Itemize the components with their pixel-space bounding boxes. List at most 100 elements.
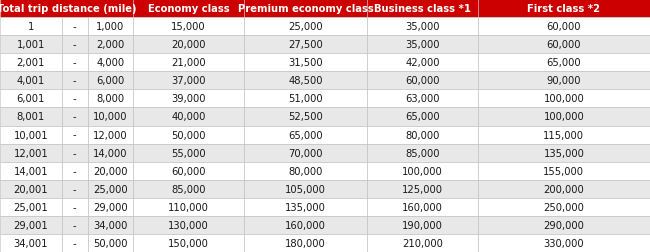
Bar [478,108,650,126]
Text: 14,001: 14,001 [14,166,48,176]
Text: 25,000: 25,000 [93,184,128,194]
Bar [88,36,133,54]
Text: 27,500: 27,500 [288,40,323,50]
Bar [88,126,133,144]
Text: 60,000: 60,000 [405,76,440,86]
Bar [0,72,62,90]
Bar [367,18,478,36]
Text: 125,000: 125,000 [402,184,443,194]
Bar [478,0,650,18]
Text: 20,000: 20,000 [171,40,206,50]
Bar [62,216,88,234]
Text: 80,000: 80,000 [406,130,439,140]
Bar [367,216,478,234]
Text: 6,001: 6,001 [17,94,45,104]
Text: 12,001: 12,001 [14,148,48,158]
Bar [88,18,133,36]
Text: 210,000: 210,000 [402,238,443,248]
Bar [367,234,478,252]
Bar [0,0,133,18]
Bar [0,126,62,144]
Bar [478,54,650,72]
Bar [133,0,244,18]
Bar [62,18,88,36]
Bar [478,180,650,198]
Bar [62,108,88,126]
Text: -: - [73,202,77,212]
Bar [478,90,650,108]
Bar [478,72,650,90]
Text: -: - [73,94,77,104]
Bar [367,90,478,108]
Text: 34,001: 34,001 [14,238,48,248]
Text: -: - [73,22,77,32]
Bar [88,162,133,180]
Text: -: - [73,238,77,248]
Bar [0,198,62,216]
Bar [62,162,88,180]
Bar [133,180,244,198]
Bar [367,36,478,54]
Text: 35,000: 35,000 [405,22,440,32]
Bar [244,108,367,126]
Text: 1: 1 [28,22,34,32]
Text: 110,000: 110,000 [168,202,209,212]
Text: -: - [73,148,77,158]
Bar [478,162,650,180]
Bar [133,72,244,90]
Text: 50,000: 50,000 [171,130,206,140]
Text: 85,000: 85,000 [171,184,206,194]
Text: Economy class: Economy class [148,4,229,14]
Bar [244,180,367,198]
Bar [0,90,62,108]
Bar [478,18,650,36]
Text: 65,000: 65,000 [288,130,323,140]
Text: 51,000: 51,000 [288,94,323,104]
Text: 1,001: 1,001 [17,40,45,50]
Text: -: - [73,76,77,86]
Text: -: - [73,130,77,140]
Text: Premium economy class: Premium economy class [238,4,373,14]
Bar [62,72,88,90]
Bar [367,54,478,72]
Bar [244,18,367,36]
Bar [133,90,244,108]
Text: 4,000: 4,000 [96,58,125,68]
Bar [244,144,367,162]
Text: -: - [73,40,77,50]
Bar [478,36,650,54]
Text: 100,000: 100,000 [402,166,443,176]
Text: 2,000: 2,000 [96,40,125,50]
Bar [88,144,133,162]
Text: 29,000: 29,000 [93,202,128,212]
Text: 8,000: 8,000 [96,94,125,104]
Bar [133,36,244,54]
Text: 150,000: 150,000 [168,238,209,248]
Bar [88,108,133,126]
Text: 90,000: 90,000 [547,76,581,86]
Bar [133,162,244,180]
Text: 65,000: 65,000 [405,112,440,122]
Bar [244,90,367,108]
Bar [367,198,478,216]
Text: 4,001: 4,001 [17,76,45,86]
Text: 155,000: 155,000 [543,166,584,176]
Bar [88,72,133,90]
Bar [62,144,88,162]
Text: 25,000: 25,000 [288,22,323,32]
Bar [88,54,133,72]
Text: 65,000: 65,000 [547,58,581,68]
Text: 180,000: 180,000 [285,238,326,248]
Text: 52,500: 52,500 [288,112,323,122]
Text: 21,000: 21,000 [171,58,206,68]
Text: 130,000: 130,000 [168,220,209,230]
Bar [0,216,62,234]
Bar [62,54,88,72]
Bar [478,144,650,162]
Text: 42,000: 42,000 [405,58,440,68]
Bar [62,126,88,144]
Text: 55,000: 55,000 [171,148,206,158]
Bar [478,126,650,144]
Bar [133,234,244,252]
Bar [0,180,62,198]
